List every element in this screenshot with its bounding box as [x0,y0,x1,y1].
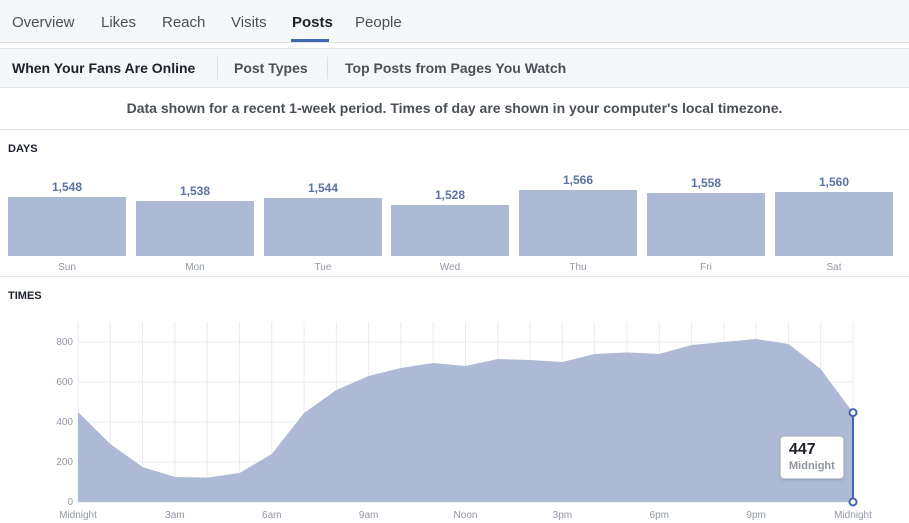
day-bar[interactable] [519,190,637,256]
tab-people[interactable]: People [355,14,402,31]
day-column: 1,566 Thu [519,156,637,276]
tooltip-label: Midnight [789,460,835,472]
bar-value-label: 1,544 [307,181,339,195]
x-tick-label: Midnight [834,510,872,521]
x-tick-label: 6pm [650,510,669,521]
y-tick-label: 400 [56,417,73,428]
day-label: Mon [185,262,205,273]
sub-navigation: When Your Fans Are Online Post Types Top… [0,48,909,88]
highlight-baseline-point [848,497,858,507]
x-tick-label: 3pm [553,510,572,521]
day-column: 1,558 Fri [647,156,765,276]
bar-value-label: 1,538 [179,184,211,198]
bar-value-label: 1,528 [434,188,466,202]
tab-posts[interactable]: Posts [292,14,333,31]
bar-value-label: 1,548 [51,180,83,194]
y-tick-label: 0 [67,497,73,508]
day-label: Sat [826,262,842,273]
day-label: Sun [58,262,76,273]
day-column: 1,560 Sat [775,156,893,276]
x-tick-label: Noon [454,510,478,521]
tab-visits[interactable]: Visits [231,14,267,31]
subtab-post-types[interactable]: Post Types [234,60,308,76]
top-navigation: Overview Likes Reach Visits Posts People [0,0,909,43]
day-column: 1,528 Wed [391,156,509,276]
chart-tooltip: 447 Midnight [780,436,844,479]
days-section-label: DAYS [8,143,38,155]
bar-value-label: 1,560 [818,175,850,189]
divider [0,276,909,277]
y-tick-label: 600 [56,377,73,388]
x-tick-label: 3am [165,510,184,521]
day-label: Wed [439,262,461,273]
subtab-when-fans-online[interactable]: When Your Fans Are Online [12,60,196,76]
day-bar[interactable] [8,197,126,256]
day-bar[interactable] [136,201,254,256]
tab-overview[interactable]: Overview [12,14,75,31]
times-section-label: TIMES [8,290,42,302]
tab-likes[interactable]: Likes [101,14,137,31]
tooltip-value: 447 [789,441,816,458]
y-tick-label: 800 [56,337,73,348]
x-tick-label: 6am [262,510,281,521]
times-area-series [78,339,853,502]
bar-value-label: 1,566 [562,173,594,187]
subtab-top-posts[interactable]: Top Posts from Pages You Watch [345,60,567,76]
tab-reach[interactable]: Reach [162,14,206,31]
day-column: 1,544 Tue [264,156,382,276]
x-tick-label: 9pm [746,510,765,521]
day-label: Thu [569,262,587,273]
day-bar[interactable] [647,193,765,256]
times-area-chart: 0 200 400 600 800 Midnight 3am 6am 9am Noon 3pm 6pm… [56,322,872,521]
timezone-notice: Data shown for a recent 1-week period. T… [126,100,783,116]
subtab-separator [217,57,218,79]
day-bar[interactable] [391,205,509,256]
day-bar[interactable] [264,198,382,256]
day-label: Fri [700,262,712,273]
bar-value-label: 1,558 [690,176,722,190]
divider [0,129,909,130]
day-bar[interactable] [775,192,893,256]
y-tick-label: 200 [56,457,73,468]
subtab-separator [327,57,328,79]
day-column: 1,538 Mon [136,156,254,276]
x-tick-label: Midnight [59,510,97,521]
x-tick-label: 9am [359,510,378,521]
highlight-point [848,408,858,418]
day-label: Tue [314,262,332,273]
active-tab-indicator [291,39,329,42]
day-column: 1,548 Sun [8,156,126,276]
